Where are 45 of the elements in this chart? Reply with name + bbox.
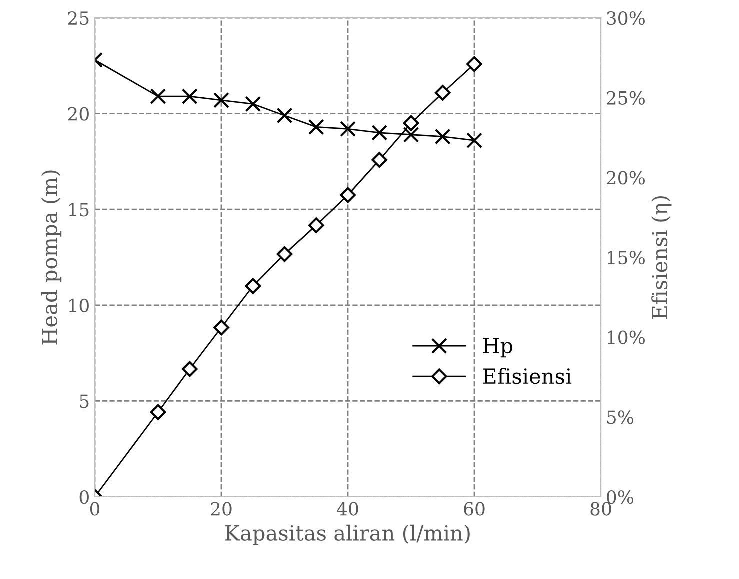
y-tick-label: 0: [80, 490, 89, 504]
point: [434, 128, 451, 145]
point: [182, 88, 198, 105]
y2-tick-label: 0%: [607, 490, 634, 504]
legend-label: Hp: [483, 338, 513, 358]
x-tick-label: 80: [590, 502, 612, 516]
point: [434, 85, 451, 101]
x-tick-label: 20: [211, 502, 232, 516]
point: [245, 278, 262, 294]
point: [308, 218, 324, 234]
point: [372, 152, 388, 168]
point: [214, 320, 230, 336]
point: [466, 56, 482, 72]
x-tick-label: 0: [90, 502, 100, 516]
y2-tick-label: 5%: [607, 410, 634, 424]
legend-label: Efisiensi: [483, 368, 572, 384]
y2-tick-label: 20%: [607, 171, 645, 185]
point: [214, 92, 230, 108]
point: [466, 132, 482, 149]
x-tick-label: 60: [464, 502, 485, 516]
y2-tick-label: 25%: [607, 91, 645, 105]
y2-tick-label: 30%: [607, 11, 645, 26]
y-tick-label: 5: [80, 394, 89, 408]
point: [276, 108, 293, 124]
y-axis-title: Head pompa (m): [41, 170, 62, 345]
point: [403, 115, 420, 132]
point: [403, 126, 420, 143]
point: [340, 187, 356, 204]
y-tick-label: 10: [69, 298, 89, 313]
point: [150, 404, 166, 420]
y-tick-label: 20: [68, 107, 89, 121]
point: [182, 361, 198, 378]
y-tick-label: 25: [68, 11, 89, 26]
y2-tick-label: 15%: [608, 250, 645, 265]
x-tick-label: 40: [337, 502, 358, 516]
point: [340, 121, 356, 138]
point: [245, 96, 262, 112]
y-tick-label: 15: [69, 203, 89, 217]
point: [372, 124, 388, 141]
y2-axis-title: Efisiensi (η): [652, 196, 672, 320]
x-axis-title: Kapasitas aliran (l/min): [226, 524, 470, 546]
y2-tick-label: 10%: [608, 330, 645, 344]
point: [276, 246, 293, 262]
point: [150, 88, 166, 105]
point: [308, 119, 324, 136]
